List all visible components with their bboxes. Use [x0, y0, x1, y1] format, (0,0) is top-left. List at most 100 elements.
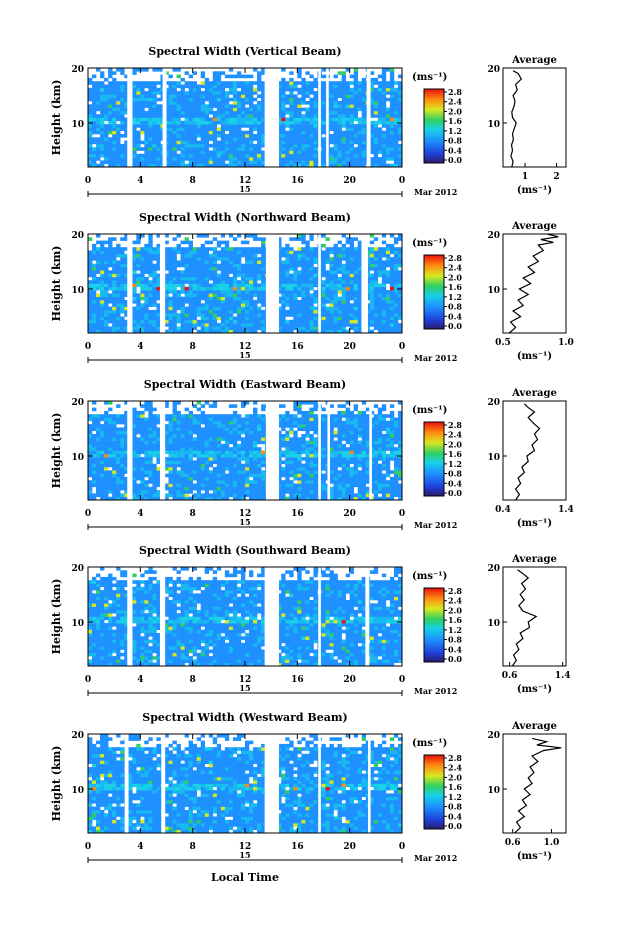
heatmap-cell [309, 313, 314, 317]
heatmap-cell [341, 247, 346, 251]
heatmap-cell [140, 87, 145, 92]
heatmap-cell [297, 306, 302, 311]
heatmap-cell [96, 326, 101, 330]
heatmap-cell [377, 263, 383, 268]
heatmap-cell [96, 280, 101, 284]
heatmap-cell [176, 447, 181, 451]
heatmap-cell [393, 160, 399, 164]
heatmap-cell [232, 286, 238, 291]
heatmap-cell [208, 130, 214, 135]
heatmap-cell [224, 293, 230, 297]
heatmap-cell [136, 267, 141, 271]
heatmap-cell [120, 237, 125, 241]
heatmap-cell [309, 114, 314, 118]
heatmap-cell [325, 306, 330, 311]
heatmap-cell [148, 467, 153, 471]
heatmap-cell [164, 401, 169, 405]
heatmap-cell [168, 110, 173, 115]
heatmap-cell [192, 430, 197, 435]
heatmap-cell [277, 101, 282, 105]
heatmap-cell [120, 134, 125, 138]
heatmap-cell [293, 130, 298, 135]
heatmap-cell [216, 143, 222, 148]
heatmap-cell [249, 163, 254, 168]
heatmap-cell [120, 293, 125, 297]
heatmap-cell [140, 443, 145, 448]
heatmap-cell [313, 124, 318, 128]
heatmap-cell [108, 486, 113, 491]
heatmap-cell [112, 467, 117, 471]
heatmap-cell [164, 257, 169, 261]
heatmap-cell [301, 77, 306, 82]
heatmap-cell [373, 286, 379, 291]
heatmap-cell [196, 430, 202, 435]
average-x-tick-label: 1 [522, 172, 528, 182]
heatmap-cell [100, 293, 105, 297]
heatmap-cell [200, 124, 206, 128]
heatmap-cell [385, 257, 391, 261]
heatmap-cell [88, 253, 93, 258]
heatmap-cell [249, 127, 254, 131]
heatmap-cell [277, 104, 282, 108]
heatmap-cell [140, 319, 145, 324]
heatmap-cell [329, 313, 334, 317]
heatmap-cell [369, 283, 375, 288]
heatmap-cell [257, 290, 262, 294]
heatmap-cell [132, 319, 137, 324]
heatmap-cell [389, 290, 395, 294]
heatmap-cell [200, 427, 206, 431]
heatmap-cell [377, 286, 383, 291]
heatmap-cell [261, 240, 266, 245]
heatmap-cell [196, 153, 202, 158]
heatmap-cell [208, 91, 214, 95]
heatmap-cell [164, 296, 169, 301]
heatmap-cell [204, 130, 210, 135]
heatmap-cell [104, 316, 109, 321]
heatmap-cell [301, 329, 306, 334]
heatmap-cell [148, 160, 153, 164]
heatmap-cell [301, 127, 306, 131]
heatmap-cell [236, 306, 242, 311]
heatmap-cell [192, 276, 197, 281]
heatmap-cell [180, 276, 185, 281]
heatmap-cell [140, 94, 145, 98]
heatmap-cell [228, 296, 234, 301]
colorbar-tick-label: 0.4 [448, 311, 462, 321]
heatmap-cell [188, 147, 193, 151]
heatmap-cell [249, 286, 254, 291]
heatmap-cell [345, 303, 350, 307]
heatmap-cell [245, 293, 250, 297]
heatmap-cell [369, 234, 375, 238]
heatmap-cell [116, 147, 121, 151]
heatmap-cell [261, 253, 266, 258]
heatmap-cell [180, 496, 185, 501]
heatmap-cell [329, 94, 334, 98]
heatmap-cell [349, 306, 354, 311]
heatmap-cell [180, 473, 185, 478]
heatmap-cell [132, 290, 137, 294]
heatmap-cell [305, 276, 310, 281]
heatmap-cell [257, 130, 262, 135]
heatmap-cell [96, 147, 101, 151]
heatmap-cell [164, 483, 169, 488]
heatmap-cell [353, 117, 359, 122]
heatmap-cell [100, 153, 105, 158]
panel-3: Spectral Width (Eastward Beam)1020Height… [50, 378, 574, 530]
heatmap-cell [116, 483, 121, 488]
heatmap-cell [349, 283, 354, 288]
heatmap-cell [397, 81, 403, 85]
heatmap-cell [104, 140, 109, 145]
heatmap-cell [257, 74, 262, 79]
heatmap-cell [88, 280, 93, 284]
heatmap-cell [108, 147, 113, 151]
heatmap-cell [245, 134, 250, 138]
heatmap-cell [184, 114, 189, 118]
heatmap-cell [228, 134, 234, 138]
heatmap-cell [104, 490, 109, 494]
heatmap-cell [152, 309, 157, 314]
heatmap-cell [124, 319, 129, 324]
heatmap-cell [136, 68, 141, 72]
heatmap-cell [140, 127, 145, 131]
heatmap-cell [124, 490, 129, 494]
heatmap-cell [164, 486, 169, 491]
